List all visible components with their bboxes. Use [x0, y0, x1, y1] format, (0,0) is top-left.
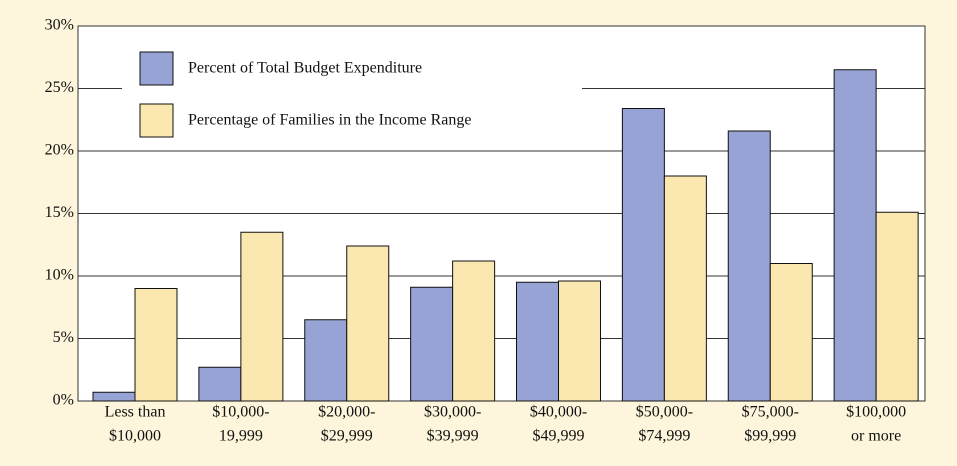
- x-tick-label: $99,999: [744, 428, 796, 445]
- x-tick-label: $49,999: [533, 428, 585, 445]
- x-tick-label: $39,999: [427, 428, 479, 445]
- x-tick-label: $10,000-: [212, 404, 269, 421]
- legend-background: [122, 40, 582, 150]
- x-tick-label: $74,999: [638, 428, 690, 445]
- bar: [833, 69, 877, 402]
- x-tick-label: or more: [851, 428, 901, 445]
- y-tick-label: 10%: [45, 267, 74, 284]
- x-tick-label: $40,000-: [530, 404, 587, 421]
- y-tick-label: 20%: [45, 142, 74, 159]
- x-tick-label: 19,999: [219, 428, 263, 445]
- legend-label: Percent of Total Budget Expenditure: [188, 60, 422, 77]
- y-tick-label: 30%: [45, 17, 74, 34]
- y-tick-label: 15%: [45, 204, 74, 221]
- bar: [727, 130, 771, 402]
- y-tick-label: 25%: [45, 79, 74, 96]
- bar: [663, 175, 707, 402]
- x-tick-label: Less than: [105, 404, 166, 421]
- legend-label: Percentage of Families in the Income Ran…: [188, 112, 471, 129]
- bar: [134, 288, 178, 402]
- bar: [558, 280, 601, 402]
- bar: [516, 281, 559, 402]
- x-tick-label: $50,000-: [636, 404, 693, 421]
- bar: [452, 260, 496, 402]
- y-tick-label: 0%: [53, 392, 74, 409]
- bar: [875, 211, 919, 402]
- bar: [621, 108, 665, 402]
- bar: [346, 245, 390, 402]
- bar: [198, 366, 242, 402]
- bar: [769, 263, 813, 402]
- bar: [304, 319, 348, 402]
- x-tick-label: $10,000: [109, 428, 161, 445]
- x-tick-label: $75,000-: [742, 404, 799, 421]
- x-tick-label: $100,000: [846, 404, 906, 421]
- bar: [410, 286, 454, 402]
- x-tick-label: $29,999: [321, 428, 373, 445]
- x-tick-label: $30,000-: [424, 404, 481, 421]
- y-tick-label: 5%: [53, 329, 74, 346]
- legend-swatch: [139, 51, 174, 86]
- bar: [92, 391, 136, 402]
- bar: [240, 231, 284, 402]
- x-tick-label: $20,000-: [318, 404, 375, 421]
- legend-swatch: [139, 103, 174, 138]
